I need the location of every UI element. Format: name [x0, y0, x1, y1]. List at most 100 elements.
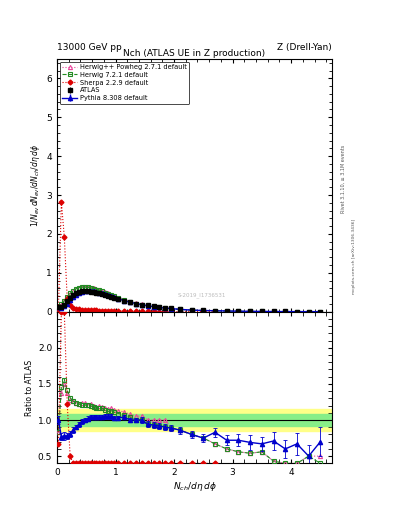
Text: Rivet 3.1.10, ≥ 3.1M events: Rivet 3.1.10, ≥ 3.1M events [341, 145, 346, 214]
Herwig 7.2.1 default [283, 309, 288, 315]
Herwig++ Powheg 2.7.1 default [128, 298, 132, 305]
Herwig++ Powheg 2.7.1 default [318, 309, 323, 315]
Herwig 7.2.1 default [109, 292, 114, 298]
Herwig 7.2.1 default [134, 301, 138, 307]
Sherpa 2.2.9 default [85, 307, 90, 313]
Sherpa 2.2.9 default [178, 309, 182, 315]
Herwig++ Powheg 2.7.1 default [122, 297, 127, 303]
Herwig++ Powheg 2.7.1 default [178, 306, 182, 312]
Herwig 7.2.1 default [97, 287, 102, 293]
X-axis label: $N_{ch}/d\eta\,d\phi$: $N_{ch}/d\eta\,d\phi$ [173, 480, 217, 493]
Herwig++ Powheg 2.7.1 default [236, 308, 241, 314]
Herwig 7.2.1 default [122, 297, 127, 304]
Sherpa 2.2.9 default [88, 307, 93, 313]
Herwig 7.2.1 default [100, 288, 105, 294]
Line: Herwig++ Powheg 2.7.1 default: Herwig++ Powheg 2.7.1 default [56, 285, 323, 314]
Y-axis label: Ratio to ATLAS: Ratio to ATLAS [25, 359, 33, 416]
Sherpa 2.2.9 default [73, 306, 78, 312]
Herwig 7.2.1 default [248, 308, 252, 314]
Sherpa 2.2.9 default [201, 309, 206, 315]
Herwig 7.2.1 default [79, 284, 84, 290]
Herwig++ Powheg 2.7.1 default [248, 308, 252, 314]
Herwig++ Powheg 2.7.1 default [68, 291, 73, 297]
Herwig++ Powheg 2.7.1 default [295, 309, 299, 315]
Herwig++ Powheg 2.7.1 default [91, 285, 96, 291]
Herwig 7.2.1 default [163, 305, 168, 311]
Sherpa 2.2.9 default [79, 307, 84, 313]
Herwig++ Powheg 2.7.1 default [97, 287, 102, 293]
Herwig++ Powheg 2.7.1 default [71, 288, 75, 294]
Herwig 7.2.1 default [145, 303, 150, 309]
Sherpa 2.2.9 default [169, 309, 173, 315]
Text: Z (Drell-Yan): Z (Drell-Yan) [277, 43, 332, 52]
Herwig++ Powheg 2.7.1 default [140, 301, 144, 307]
Herwig 7.2.1 default [271, 309, 276, 315]
Herwig 7.2.1 default [318, 309, 323, 315]
Herwig++ Powheg 2.7.1 default [163, 305, 168, 311]
Herwig++ Powheg 2.7.1 default [103, 289, 108, 295]
Herwig++ Powheg 2.7.1 default [56, 305, 61, 311]
Herwig++ Powheg 2.7.1 default [94, 286, 99, 292]
Sherpa 2.2.9 default [65, 296, 70, 302]
Text: mcplots.cern.ch [arXiv:1306.3436]: mcplots.cern.ch [arXiv:1306.3436] [352, 219, 356, 293]
Herwig 7.2.1 default [59, 301, 64, 307]
Sherpa 2.2.9 default [94, 307, 99, 313]
Herwig++ Powheg 2.7.1 default [85, 284, 90, 290]
Herwig++ Powheg 2.7.1 default [259, 308, 264, 314]
Sherpa 2.2.9 default [109, 308, 114, 314]
Sherpa 2.2.9 default [145, 308, 150, 314]
Text: 13000 GeV pp: 13000 GeV pp [57, 43, 122, 52]
Herwig++ Powheg 2.7.1 default [88, 285, 93, 291]
Sherpa 2.2.9 default [56, 306, 61, 312]
Herwig 7.2.1 default [94, 286, 99, 292]
Sherpa 2.2.9 default [68, 302, 73, 308]
Herwig++ Powheg 2.7.1 default [59, 302, 64, 308]
Sherpa 2.2.9 default [134, 308, 138, 314]
Herwig 7.2.1 default [73, 286, 78, 292]
Herwig++ Powheg 2.7.1 default [169, 306, 173, 312]
Herwig++ Powheg 2.7.1 default [109, 291, 114, 297]
Herwig 7.2.1 default [151, 304, 156, 310]
Herwig++ Powheg 2.7.1 default [73, 286, 78, 292]
Sherpa 2.2.9 default [189, 309, 194, 315]
Sherpa 2.2.9 default [91, 307, 96, 313]
Herwig 7.2.1 default [169, 306, 173, 312]
Herwig 7.2.1 default [236, 308, 241, 314]
Herwig 7.2.1 default [224, 308, 229, 314]
Sherpa 2.2.9 default [83, 307, 87, 313]
Herwig 7.2.1 default [62, 297, 67, 304]
Herwig++ Powheg 2.7.1 default [283, 309, 288, 315]
Herwig++ Powheg 2.7.1 default [79, 284, 84, 290]
Herwig 7.2.1 default [91, 286, 96, 292]
Herwig 7.2.1 default [128, 299, 132, 305]
Herwig 7.2.1 default [56, 305, 61, 311]
Sherpa 2.2.9 default [106, 308, 110, 314]
Legend: Herwig++ Powheg 2.7.1 default, Herwig 7.2.1 default, Sherpa 2.2.9 default, ATLAS: Herwig++ Powheg 2.7.1 default, Herwig 7.… [60, 61, 189, 104]
Sherpa 2.2.9 default [122, 308, 127, 314]
Herwig++ Powheg 2.7.1 default [77, 285, 81, 291]
Herwig++ Powheg 2.7.1 default [106, 290, 110, 296]
Herwig++ Powheg 2.7.1 default [151, 303, 156, 309]
Sherpa 2.2.9 default [213, 309, 217, 315]
Herwig++ Powheg 2.7.1 default [112, 293, 116, 299]
Herwig 7.2.1 default [259, 308, 264, 314]
Sherpa 2.2.9 default [112, 308, 116, 314]
Herwig 7.2.1 default [65, 294, 70, 300]
Herwig 7.2.1 default [112, 293, 116, 299]
Herwig++ Powheg 2.7.1 default [83, 284, 87, 290]
Herwig++ Powheg 2.7.1 default [65, 294, 70, 301]
Herwig 7.2.1 default [140, 302, 144, 308]
Herwig 7.2.1 default [157, 304, 162, 310]
Sherpa 2.2.9 default [97, 307, 102, 313]
Herwig++ Powheg 2.7.1 default [189, 307, 194, 313]
Sherpa 2.2.9 default [71, 305, 75, 311]
Herwig 7.2.1 default [83, 284, 87, 290]
Sherpa 2.2.9 default [77, 306, 81, 312]
Sherpa 2.2.9 default [163, 309, 168, 315]
Herwig++ Powheg 2.7.1 default [306, 309, 311, 315]
Herwig 7.2.1 default [71, 288, 75, 294]
Line: Sherpa 2.2.9 default: Sherpa 2.2.9 default [57, 200, 217, 313]
Herwig 7.2.1 default [306, 309, 311, 315]
Herwig 7.2.1 default [178, 306, 182, 312]
Sherpa 2.2.9 default [116, 308, 121, 314]
